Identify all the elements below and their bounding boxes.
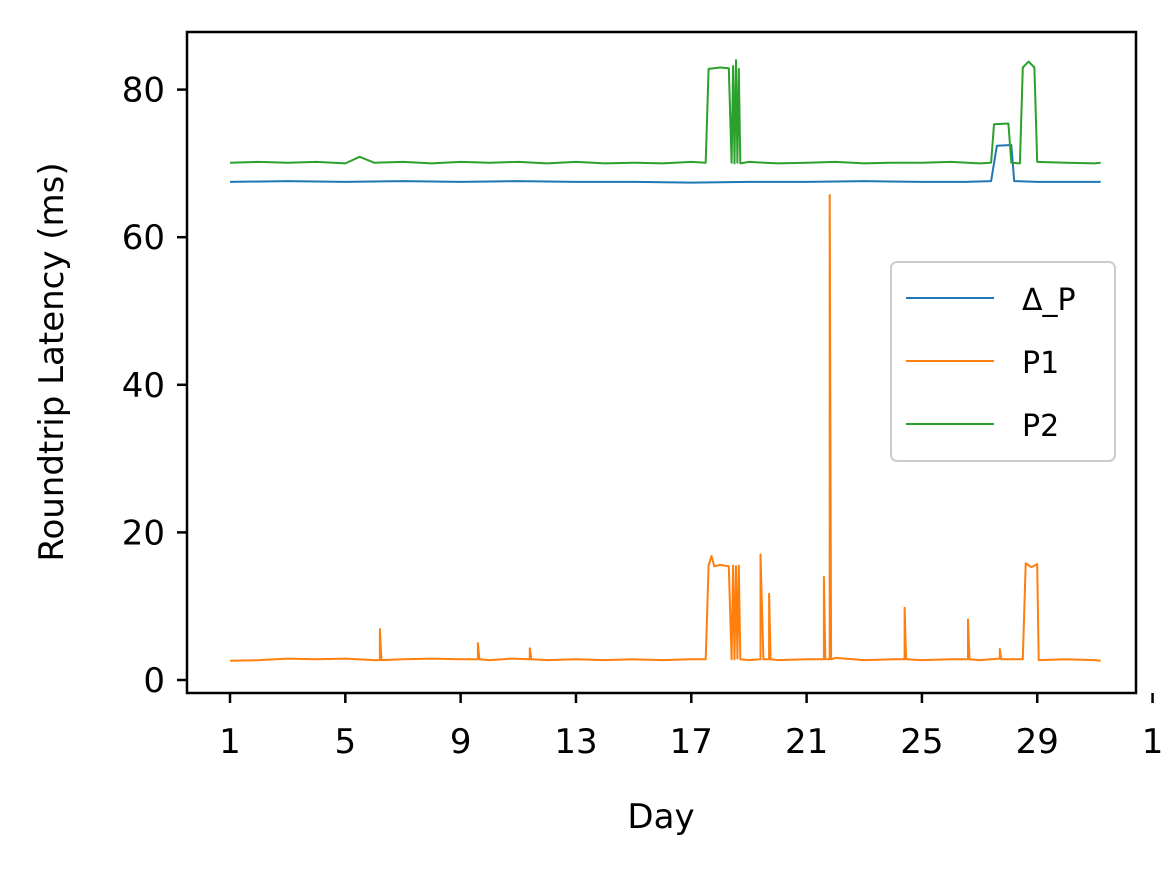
x-tick-label: 1 <box>219 722 241 762</box>
x-tick-label: 5 <box>334 722 356 762</box>
x-axis-ticks: 1 5 9 13 17 21 25 29 1 <box>219 693 1163 762</box>
x-tick-label: 9 <box>450 722 472 762</box>
y-axis-ticks: 0 20 40 60 80 <box>122 71 187 701</box>
y-axis-label: Roundtrip Latency (ms) <box>32 162 72 561</box>
y-tick-label: 20 <box>122 513 165 553</box>
plot-frame <box>185 30 1138 695</box>
series-line-delta-p <box>229 144 1101 184</box>
legend-label-p1: P1 <box>1022 346 1059 381</box>
y-tick-label: 60 <box>122 218 165 258</box>
x-tick-label: 17 <box>670 722 713 762</box>
series-line-p2 <box>229 59 1101 165</box>
x-tick-label: 13 <box>554 722 597 762</box>
x-tick-label: 29 <box>1016 722 1059 762</box>
x-tick-label: 21 <box>785 722 828 762</box>
legend: Δ_P P1 P2 <box>890 261 1116 462</box>
y-tick-label: 80 <box>122 71 165 111</box>
x-tick-label: 25 <box>900 722 943 762</box>
series-line-p1 <box>229 194 1101 662</box>
series-layer <box>229 59 1101 662</box>
legend-label-p2: P2 <box>1022 409 1059 444</box>
legend-box <box>890 261 1116 462</box>
y-tick-label: 40 <box>122 366 165 406</box>
y-tick-label: 0 <box>143 661 165 701</box>
legend-label-delta-p: Δ_P <box>1022 283 1076 318</box>
x-axis-label: Day <box>627 797 694 837</box>
x-tick-label: 1 <box>1142 722 1164 762</box>
